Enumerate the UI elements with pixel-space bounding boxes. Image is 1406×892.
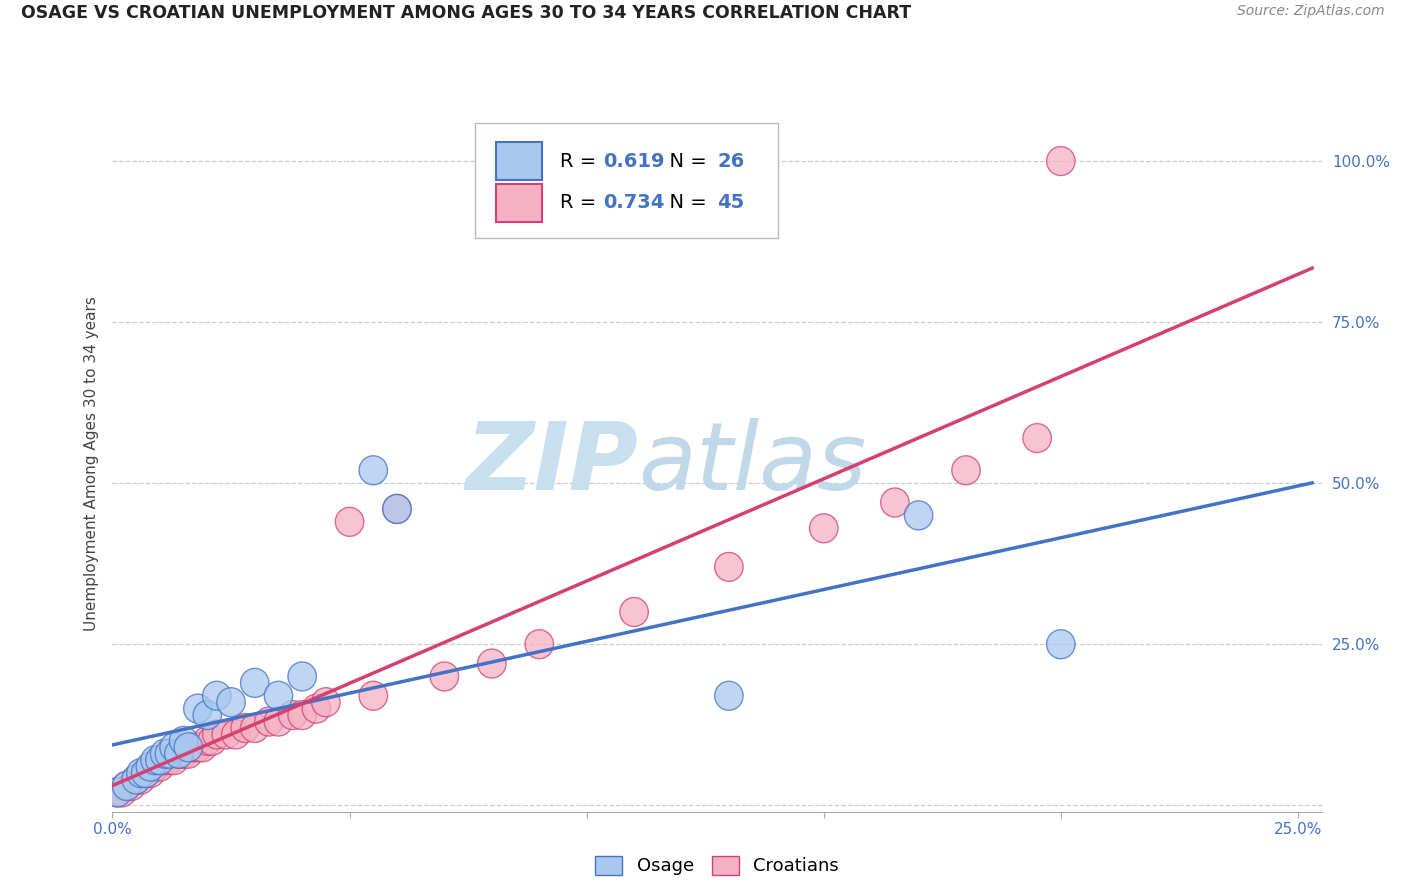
Ellipse shape [122, 765, 150, 794]
Ellipse shape [217, 688, 245, 716]
Text: R =: R = [560, 194, 602, 212]
Ellipse shape [264, 681, 292, 710]
Ellipse shape [155, 746, 184, 774]
Ellipse shape [240, 714, 269, 742]
Text: 0.734: 0.734 [603, 194, 665, 212]
Ellipse shape [312, 688, 340, 716]
Ellipse shape [430, 662, 458, 691]
Text: R =: R = [560, 152, 602, 170]
Text: atlas: atlas [638, 418, 866, 509]
FancyBboxPatch shape [475, 123, 778, 238]
Ellipse shape [714, 552, 744, 582]
Legend: Osage, Croatians: Osage, Croatians [588, 849, 846, 883]
Ellipse shape [336, 508, 364, 536]
Ellipse shape [146, 746, 174, 774]
Text: N =: N = [657, 152, 713, 170]
Ellipse shape [112, 772, 141, 800]
Text: 0.619: 0.619 [603, 152, 665, 170]
Ellipse shape [198, 726, 226, 756]
Ellipse shape [184, 733, 212, 762]
Ellipse shape [193, 726, 222, 756]
Text: 26: 26 [717, 152, 744, 170]
Ellipse shape [359, 456, 388, 484]
Ellipse shape [122, 765, 150, 794]
Ellipse shape [165, 739, 193, 768]
Ellipse shape [160, 733, 188, 762]
Ellipse shape [131, 758, 160, 788]
Ellipse shape [169, 726, 198, 756]
Ellipse shape [264, 707, 292, 736]
Ellipse shape [141, 746, 169, 774]
Ellipse shape [169, 739, 198, 768]
Ellipse shape [141, 752, 169, 781]
Ellipse shape [382, 494, 411, 524]
Y-axis label: Unemployment Among Ages 30 to 34 years: Unemployment Among Ages 30 to 34 years [83, 296, 98, 632]
Ellipse shape [524, 630, 554, 658]
FancyBboxPatch shape [496, 184, 541, 222]
Ellipse shape [222, 720, 250, 749]
Ellipse shape [136, 752, 165, 781]
Ellipse shape [184, 694, 212, 723]
Ellipse shape [155, 739, 184, 768]
Ellipse shape [150, 739, 179, 768]
Ellipse shape [288, 700, 316, 730]
Text: Source: ZipAtlas.com: Source: ZipAtlas.com [1237, 4, 1385, 19]
Ellipse shape [174, 739, 202, 768]
Ellipse shape [202, 720, 231, 749]
Ellipse shape [302, 694, 330, 723]
Ellipse shape [254, 707, 283, 736]
Ellipse shape [179, 733, 207, 762]
Ellipse shape [904, 501, 932, 530]
Ellipse shape [288, 662, 316, 691]
Ellipse shape [810, 514, 838, 542]
Text: N =: N = [657, 194, 713, 212]
Ellipse shape [188, 733, 217, 762]
Ellipse shape [1024, 424, 1052, 452]
Ellipse shape [136, 758, 165, 788]
Ellipse shape [160, 746, 188, 774]
Ellipse shape [103, 778, 131, 807]
Ellipse shape [278, 700, 307, 730]
Ellipse shape [1046, 146, 1076, 176]
Ellipse shape [174, 733, 202, 762]
Ellipse shape [193, 700, 222, 730]
Ellipse shape [880, 488, 910, 517]
Ellipse shape [382, 494, 411, 524]
Ellipse shape [212, 720, 240, 749]
FancyBboxPatch shape [496, 142, 541, 180]
Ellipse shape [165, 739, 193, 768]
Ellipse shape [231, 714, 260, 742]
Ellipse shape [952, 456, 980, 484]
Ellipse shape [240, 668, 269, 698]
Ellipse shape [478, 649, 506, 678]
Ellipse shape [117, 772, 146, 800]
Ellipse shape [112, 772, 141, 800]
Ellipse shape [127, 758, 155, 788]
Text: OSAGE VS CROATIAN UNEMPLOYMENT AMONG AGES 30 TO 34 YEARS CORRELATION CHART: OSAGE VS CROATIAN UNEMPLOYMENT AMONG AGE… [21, 4, 911, 22]
Text: 45: 45 [717, 194, 744, 212]
Ellipse shape [127, 765, 155, 794]
Text: ZIP: ZIP [465, 417, 638, 510]
Ellipse shape [359, 681, 388, 710]
Ellipse shape [714, 681, 744, 710]
Ellipse shape [1046, 630, 1076, 658]
Ellipse shape [108, 778, 136, 807]
Ellipse shape [202, 681, 231, 710]
Ellipse shape [146, 752, 174, 781]
Ellipse shape [131, 758, 160, 788]
Ellipse shape [103, 778, 131, 807]
Ellipse shape [620, 598, 648, 626]
Ellipse shape [150, 746, 179, 774]
